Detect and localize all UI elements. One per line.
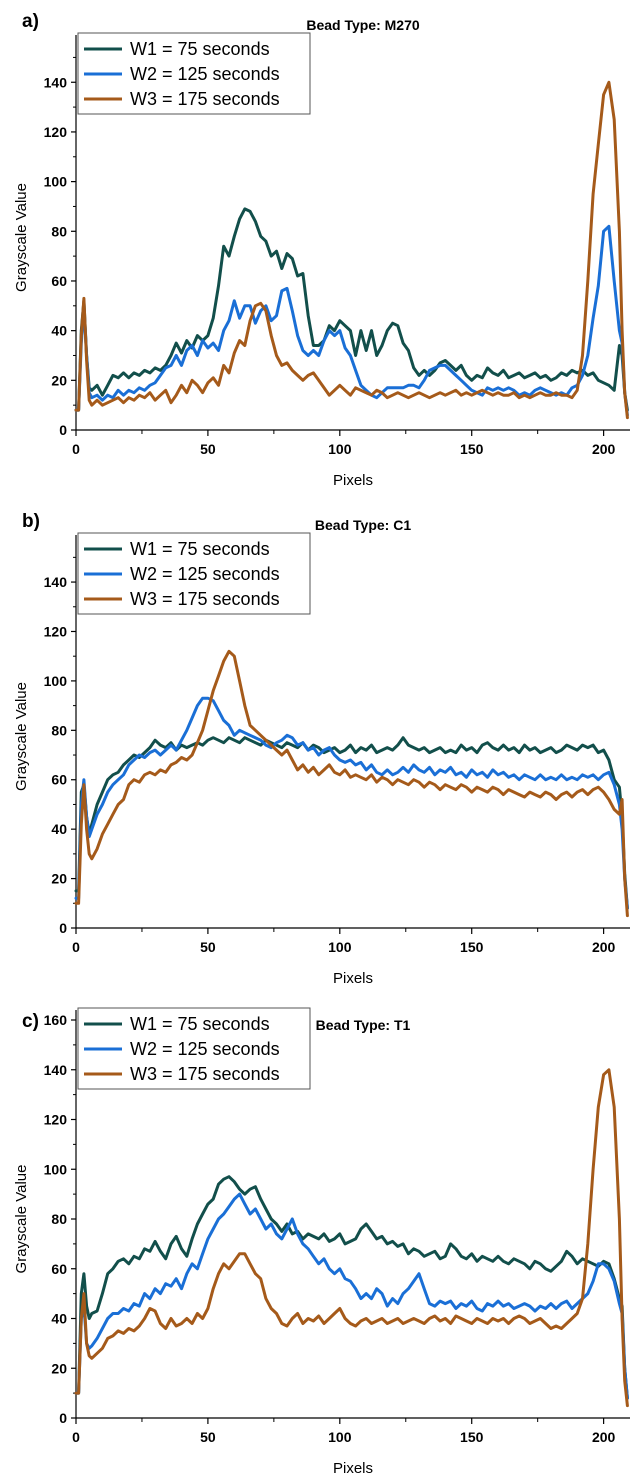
y-tick-label: 0	[59, 1410, 67, 1426]
legend-label: W2 = 125 seconds	[130, 64, 280, 84]
y-tick-label: 80	[51, 722, 67, 738]
panel-label: b)	[22, 511, 40, 532]
y-tick-label: 140	[44, 1062, 68, 1078]
y-tick-label: 100	[44, 174, 68, 190]
legend-label: W2 = 125 seconds	[130, 564, 280, 584]
x-tick-label: 50	[200, 939, 216, 955]
series-line-1	[74, 1175, 629, 1400]
chart-panel-2: b) Bead Type: C1 0 20 40 60 80 100 120 140 0 50 100 1…	[13, 511, 630, 987]
series-line-2	[74, 224, 629, 417]
series-line-3	[74, 1068, 629, 1408]
y-tick-label: 20	[51, 372, 67, 388]
x-tick-label: 50	[200, 1429, 216, 1445]
legend-label: W3 = 175 seconds	[130, 1064, 280, 1084]
x-tick-label: 200	[592, 939, 616, 955]
y-tick-label: 80	[51, 223, 67, 239]
chart-title: Bead Type: C1	[315, 517, 411, 533]
x-tick-label: 150	[460, 441, 484, 457]
series-line-3	[74, 80, 629, 420]
y-axis-label: Grayscale Value	[13, 682, 30, 791]
series-line-1	[74, 736, 629, 910]
x-tick-label: 100	[328, 1429, 352, 1445]
chart-title: Bead Type: T1	[316, 1017, 411, 1033]
panel-label: a)	[22, 11, 39, 32]
x-tick-label: 200	[592, 1429, 616, 1445]
x-tick-label: 0	[72, 1429, 80, 1445]
y-tick-label: 100	[44, 673, 68, 689]
x-tick-label: 0	[72, 939, 80, 955]
y-tick-label: 100	[44, 1161, 68, 1177]
x-tick-label: 0	[72, 441, 80, 457]
y-tick-label: 140	[44, 74, 68, 90]
chart-title: Bead Type: M270	[306, 17, 420, 33]
x-tick-label: 200	[592, 441, 616, 457]
y-axis-label: Grayscale Value	[13, 183, 30, 292]
y-tick-label: 120	[44, 623, 68, 639]
y-tick-label: 0	[59, 422, 67, 438]
chart-panel-3: c) Bead Type: T1 0 20 40 60 80 100 120 140 160 0 50 1…	[13, 1007, 630, 1477]
x-axis-label: Pixels	[333, 1460, 373, 1477]
chart-panel-1: a) Bead Type: M270 0 20 40 60 80 100 120 140 0 50 10…	[13, 11, 630, 489]
y-tick-label: 120	[44, 124, 68, 140]
legend-label: W1 = 75 seconds	[130, 1014, 270, 1034]
y-tick-label: 80	[51, 1211, 67, 1227]
y-tick-label: 20	[51, 1360, 67, 1376]
y-tick-label: 40	[51, 323, 67, 339]
y-tick-label: 40	[51, 1311, 67, 1327]
y-tick-label: 20	[51, 871, 67, 887]
y-tick-label: 0	[59, 920, 67, 936]
x-tick-label: 100	[328, 939, 352, 955]
y-tick-label: 60	[51, 772, 67, 788]
series-line-2	[74, 1192, 629, 1400]
legend-label: W2 = 125 seconds	[130, 1039, 280, 1059]
y-axis-label: Grayscale Value	[13, 1165, 30, 1274]
series-line-2	[74, 696, 629, 910]
series-line-3	[74, 649, 629, 918]
x-tick-label: 150	[460, 939, 484, 955]
legend-label: W1 = 75 seconds	[130, 39, 270, 59]
y-tick-label: 140	[44, 574, 68, 590]
legend-label: W3 = 175 seconds	[130, 89, 280, 109]
legend-label: W3 = 175 seconds	[130, 589, 280, 609]
x-axis-label: Pixels	[333, 472, 373, 489]
x-tick-label: 50	[200, 441, 216, 457]
y-tick-label: 60	[51, 1261, 67, 1277]
y-tick-label: 60	[51, 273, 67, 289]
series-line-1	[74, 207, 629, 412]
x-axis-label: Pixels	[333, 970, 373, 987]
y-tick-label: 120	[44, 1112, 68, 1128]
legend-label: W1 = 75 seconds	[130, 539, 270, 559]
panel-label: c)	[22, 1011, 39, 1032]
x-tick-label: 100	[328, 441, 352, 457]
y-tick-label: 40	[51, 821, 67, 837]
x-tick-label: 150	[460, 1429, 484, 1445]
y-tick-label: 160	[44, 1012, 68, 1028]
